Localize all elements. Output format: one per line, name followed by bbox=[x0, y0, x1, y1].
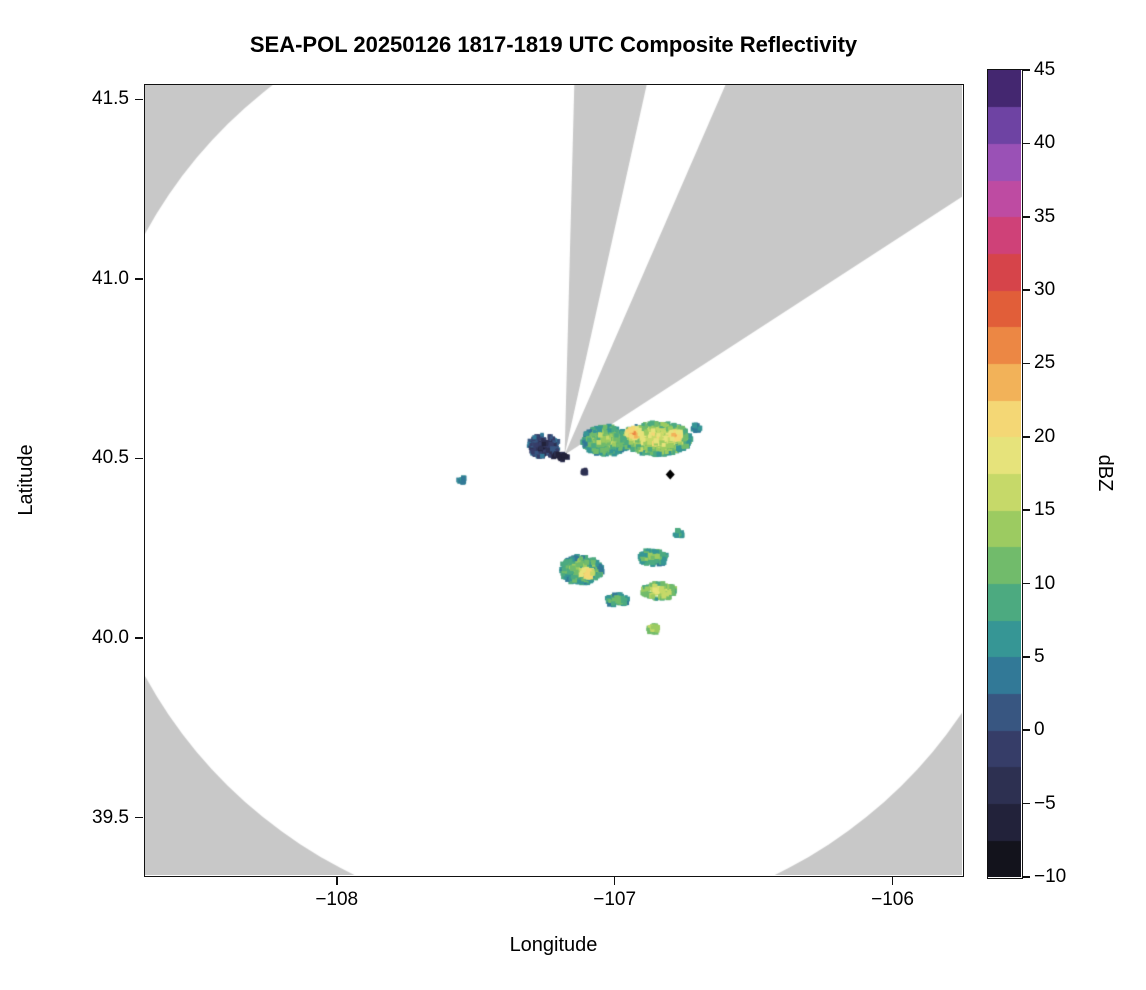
colorbar-tick-mark bbox=[1023, 582, 1030, 585]
colorbar-tick-label: −5 bbox=[1034, 792, 1056, 814]
colorbar-tick-mark bbox=[1023, 289, 1030, 291]
y-tick-mark bbox=[135, 98, 143, 101]
colorbar-tick-label: 35 bbox=[1034, 205, 1056, 227]
colorbar-tick-mark bbox=[1023, 876, 1030, 878]
y-tick-mark bbox=[135, 637, 143, 639]
colorbar-tick-label: 30 bbox=[1034, 279, 1056, 301]
y-tick-label: 41.0 bbox=[92, 267, 129, 289]
chart-title: SEA-POL 20250126 1817-1819 UTC Composite… bbox=[249, 32, 858, 57]
y-tick-label: 40.5 bbox=[92, 447, 129, 469]
y-tick-label: 41.5 bbox=[92, 88, 129, 110]
colorbar-tick-label: 10 bbox=[1034, 572, 1056, 594]
colorbar-tick-mark bbox=[1023, 142, 1030, 145]
colorbar-tick-label: 5 bbox=[1034, 645, 1045, 667]
y-tick-mark bbox=[135, 278, 143, 280]
colorbar-gradient bbox=[988, 70, 1021, 877]
x-tick-mark bbox=[335, 877, 338, 885]
colorbar-tick-label: −10 bbox=[1034, 866, 1067, 887]
colorbar-tick-label: 40 bbox=[1034, 132, 1056, 154]
y-tick-label: 39.5 bbox=[92, 806, 129, 828]
colorbar-tick-mark bbox=[1023, 362, 1030, 365]
colorbar-tick-mark bbox=[1023, 69, 1030, 71]
y-tick-mark bbox=[135, 816, 143, 819]
colorbar-tick-label: 45 bbox=[1034, 59, 1056, 80]
x-tick-label: −106 bbox=[871, 889, 914, 910]
colorbar-tick-mark bbox=[1023, 802, 1030, 805]
colorbar-tick-label: 15 bbox=[1034, 499, 1056, 521]
y-tick-label: 40.0 bbox=[92, 627, 129, 648]
x-tick-mark bbox=[891, 877, 894, 885]
y-tick-mark bbox=[135, 457, 143, 460]
radar-plot-canvas bbox=[145, 85, 962, 875]
colorbar-tick-mark bbox=[1023, 656, 1030, 658]
x-tick-label: −107 bbox=[593, 889, 637, 910]
x-tick-label: −108 bbox=[315, 889, 359, 910]
colorbar-tick-label: 25 bbox=[1034, 352, 1056, 374]
colorbar-tick-mark bbox=[1023, 436, 1030, 438]
y-axis-label: Latitude bbox=[15, 444, 37, 516]
x-axis-label: Longitude bbox=[509, 934, 598, 956]
colorbar-tick-mark bbox=[1023, 729, 1030, 732]
colorbar-tick-mark bbox=[1023, 215, 1030, 218]
colorbar-tick-label: 20 bbox=[1034, 425, 1056, 447]
x-tick-mark bbox=[613, 877, 616, 885]
colorbar-tick-label: 0 bbox=[1034, 719, 1045, 741]
colorbar-tick-mark bbox=[1023, 509, 1030, 511]
